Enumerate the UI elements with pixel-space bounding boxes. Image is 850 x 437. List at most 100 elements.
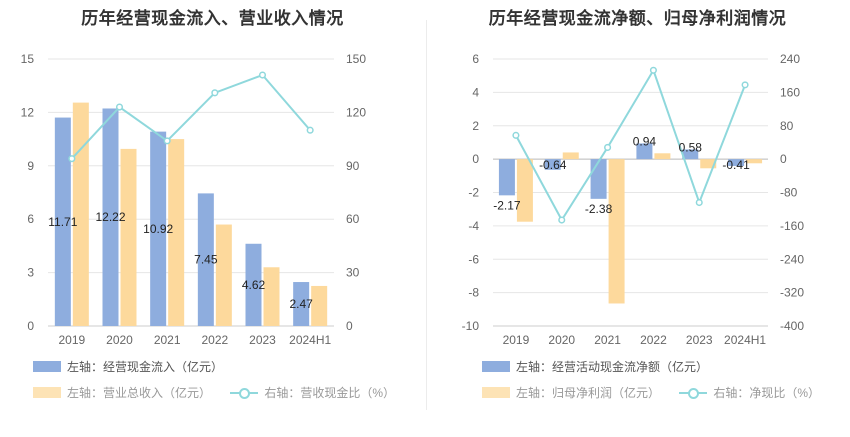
- right-data-label: -0.64: [539, 158, 567, 172]
- right-ytick-left: -6: [468, 252, 479, 266]
- right-data-label: -2.38: [585, 202, 613, 216]
- legend-swatch-orange: [33, 387, 61, 398]
- right-ytick-left: -10: [462, 319, 480, 333]
- right-bar-blue: [590, 159, 607, 199]
- left-chart-panel: 历年经营现金流入、营业收入情况 0 3 6 9 12 15 0 30 60 90 120 150 201…: [21, 9, 411, 401]
- left-bar-orange: [72, 102, 89, 326]
- right-legend-item-profit[interactable]: 左轴：归母净利润（亿元）: [482, 384, 660, 401]
- left-bar-blue: [150, 131, 167, 326]
- right-ratio-point: [695, 198, 703, 207]
- left-xtick: 2020: [106, 333, 133, 347]
- left-ratio-point: [163, 137, 171, 145]
- right-ratio-point: [512, 131, 520, 139]
- right-xtick: 2023: [686, 333, 713, 347]
- right-legend-row-1: 左轴：经营活动现金流净额（亿元）: [482, 358, 724, 375]
- right-ytick-left: -2: [468, 186, 479, 200]
- left-ytick-left: 9: [27, 159, 34, 173]
- right-ytick-right: -240: [780, 252, 804, 266]
- right-chart-plot: -10 -8 -6 -4 -2 0 2 4 6 -400 -320 -240 -160 -80 0 80 160…: [462, 52, 805, 347]
- legend-label: 左轴：归母净利润（亿元）: [516, 386, 661, 400]
- right-ytick-right: -80: [780, 186, 798, 200]
- legend-label: 左轴：营业总收入（亿元）: [67, 386, 212, 400]
- left-ytick-left: 6: [27, 212, 34, 226]
- left-ratio-line: [71, 73, 311, 160]
- right-bar-blue: [682, 149, 699, 160]
- left-xtick: 2024H1: [289, 333, 331, 347]
- left-bar-blue: [245, 243, 262, 326]
- left-chart-title: 历年经营现金流入、营业收入情况: [81, 9, 344, 28]
- right-xtick: 2024H1: [724, 333, 766, 347]
- right-data-label: -0.41: [722, 158, 750, 172]
- left-ytick-left: 15: [21, 52, 35, 66]
- left-data-label: 10.92: [143, 222, 173, 236]
- left-legend-row-2: 左轴：营业总收入（亿元） 右轴：营收现金比（%）: [33, 384, 411, 401]
- left-bar-blue: [102, 108, 119, 326]
- left-ytick-right: 120: [346, 105, 366, 119]
- right-ytick-right: 80: [780, 119, 794, 133]
- left-bar-orange: [215, 224, 232, 326]
- left-ytick-right: 90: [346, 159, 360, 173]
- right-xtick: 2021: [594, 333, 621, 347]
- left-ratio-point: [258, 71, 267, 79]
- right-ytick-right: 0: [780, 152, 787, 166]
- left-xtick: 2023: [249, 333, 276, 347]
- right-xtick: 2019: [503, 333, 530, 347]
- left-bar-orange: [120, 148, 137, 326]
- right-ytick-left: -4: [468, 219, 479, 233]
- left-xtick: 2022: [201, 333, 228, 347]
- left-bar-blue: [293, 282, 310, 326]
- right-ratio-point: [604, 143, 612, 151]
- left-data-label: 7.45: [194, 253, 218, 267]
- left-ratio-point: [68, 155, 76, 163]
- right-ratio-line: [515, 67, 747, 223]
- left-xtick: 2019: [58, 333, 85, 347]
- left-bar-orange: [263, 267, 280, 326]
- left-bar-blue: [54, 117, 71, 326]
- left-bar-orange: [311, 285, 328, 326]
- right-ytick-right: 160: [780, 85, 800, 99]
- legend-swatch-blue: [482, 361, 510, 372]
- left-legend-item-revenue[interactable]: 左轴：营业总收入（亿元）: [33, 384, 211, 401]
- legend-label: 右轴：净现比（%）: [713, 386, 821, 400]
- right-legend-item-ratio[interactable]: 右轴：净现比（%）: [679, 384, 820, 401]
- right-ratio-point: [649, 66, 657, 74]
- right-bar-blue: [636, 143, 653, 160]
- legend-swatch-blue: [33, 361, 61, 372]
- right-data-label: 0.94: [633, 134, 657, 148]
- panel-divider: [426, 20, 427, 410]
- left-legend-row-1: 左轴：经营现金流入（亿元）: [33, 358, 239, 375]
- legend-line-icon: [230, 387, 259, 399]
- left-data-label: 11.71: [48, 215, 77, 229]
- left-ytick-right: 60: [346, 212, 360, 226]
- legend-label: 右轴：营收现金比（%）: [264, 386, 396, 400]
- left-ratio-point: [306, 126, 314, 134]
- right-data-label: -2.17: [493, 198, 521, 212]
- right-bar-orange: [562, 152, 579, 160]
- left-ytick-right: 0: [346, 319, 353, 333]
- right-bar-orange: [654, 153, 671, 160]
- legend-label: 左轴：经营活动现金流净额（亿元）: [516, 360, 709, 374]
- right-data-label: 0.58: [679, 140, 703, 154]
- right-ytick-right: -160: [780, 219, 804, 233]
- left-bar-orange: [168, 139, 185, 326]
- right-ytick-left: 2: [472, 119, 479, 133]
- right-bar-blue: [728, 159, 745, 166]
- right-bar-orange: [700, 159, 717, 169]
- left-legend-item-inflow[interactable]: 左轴：经营现金流入（亿元）: [33, 358, 223, 375]
- left-ytick-right: 150: [346, 52, 366, 66]
- right-ytick-left: 4: [472, 85, 479, 99]
- left-bar-blue: [197, 193, 214, 326]
- left-ratio-point: [115, 103, 124, 111]
- right-ytick-left: 6: [472, 52, 479, 66]
- right-legend-item-netcash[interactable]: 左轴：经营活动现金流净额（亿元）: [482, 358, 708, 375]
- right-chart-panel: 历年经营现金流净额、归母净利润情况 -10 -8 -6 -4 -2 0 2 4 6 -400 -32…: [425, 0, 850, 437]
- left-legend-item-ratio[interactable]: 右轴：营收现金比（%）: [230, 384, 395, 401]
- left-ytick-right: 30: [346, 266, 360, 280]
- left-xtick: 2021: [154, 333, 181, 347]
- left-data-label: 4.62: [242, 278, 266, 292]
- left-ytick-left: 3: [27, 266, 34, 280]
- right-ytick-left: 0: [472, 152, 479, 166]
- left-ratio-point: [211, 89, 219, 97]
- right-bar-orange: [746, 159, 763, 164]
